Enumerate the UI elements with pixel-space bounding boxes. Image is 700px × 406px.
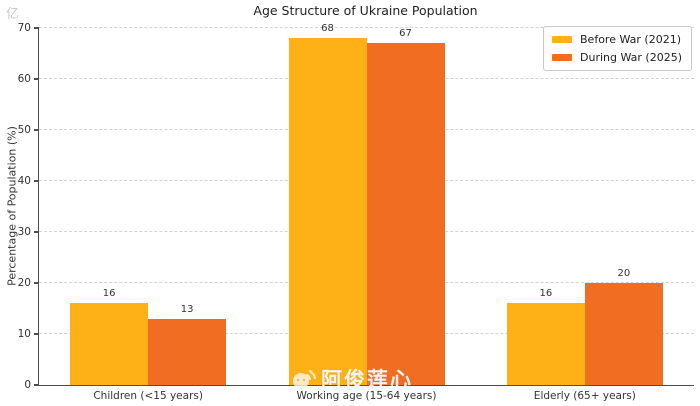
y-tick-label-70: 70 [17, 21, 31, 34]
y-tick-label-50: 50 [17, 123, 31, 136]
y-tick-label-10: 10 [17, 327, 31, 340]
x-tick-label-1: Children (<15 years) [93, 390, 203, 402]
y-tick-label-40: 40 [17, 174, 31, 187]
plot-area: 0 10 20 30 40 50 60 70 16 13 Children (<15 years) 6… [18, 22, 694, 402]
y-tick-mark-60 [34, 78, 39, 80]
bar-during-2 [366, 43, 445, 385]
bar-before-2 [288, 38, 367, 385]
y-tick-label-30: 30 [17, 225, 31, 238]
y-tick-mark-20 [34, 282, 39, 284]
y-axis-label: Percentage of Population (%) [5, 126, 19, 286]
y-tick-label-60: 60 [17, 72, 31, 85]
y-tick-mark-0 [34, 384, 39, 386]
legend-swatch-icon [552, 36, 573, 43]
x-tick-label-2: Working age (15-64 years) [296, 390, 437, 402]
legend-label: Before War (2021) [580, 33, 681, 46]
y-tick-label-0: 0 [24, 378, 31, 391]
legend-label: During War (2025) [580, 51, 682, 64]
legend-swatch-icon [552, 54, 573, 61]
gridline-70 [39, 27, 694, 28]
chart-title: Age Structure of Ukraine Population [253, 3, 478, 18]
bar-before-3 [506, 303, 585, 385]
bar-value-label: 13 [180, 303, 194, 315]
y-tick-mark-50 [34, 129, 39, 131]
legend-row-1: Before War (2021) [552, 33, 682, 46]
y-tick-mark-70 [34, 27, 39, 29]
y-tick-mark-40 [34, 180, 39, 182]
corner-watermark-text: 亿 [6, 7, 20, 22]
x-tick-label-3: Elderly (65+ years) [533, 390, 636, 402]
bar-during-3 [584, 283, 663, 385]
bar-during-1 [148, 318, 227, 385]
bar-value-label: 16 [102, 288, 116, 300]
bar-value-label: 68 [321, 23, 334, 35]
y-tick-label-20: 20 [17, 276, 31, 289]
bar-value-label: 16 [539, 288, 553, 300]
y-tick-mark-10 [34, 333, 39, 335]
bar-value-label: 67 [399, 28, 412, 40]
bar-value-label: 20 [617, 268, 631, 279]
bar-before-1 [70, 303, 149, 385]
legend: Before War (2021) During War (2025) [543, 26, 692, 71]
legend-row-2: During War (2025) [552, 51, 682, 64]
y-tick-mark-30 [34, 231, 39, 233]
